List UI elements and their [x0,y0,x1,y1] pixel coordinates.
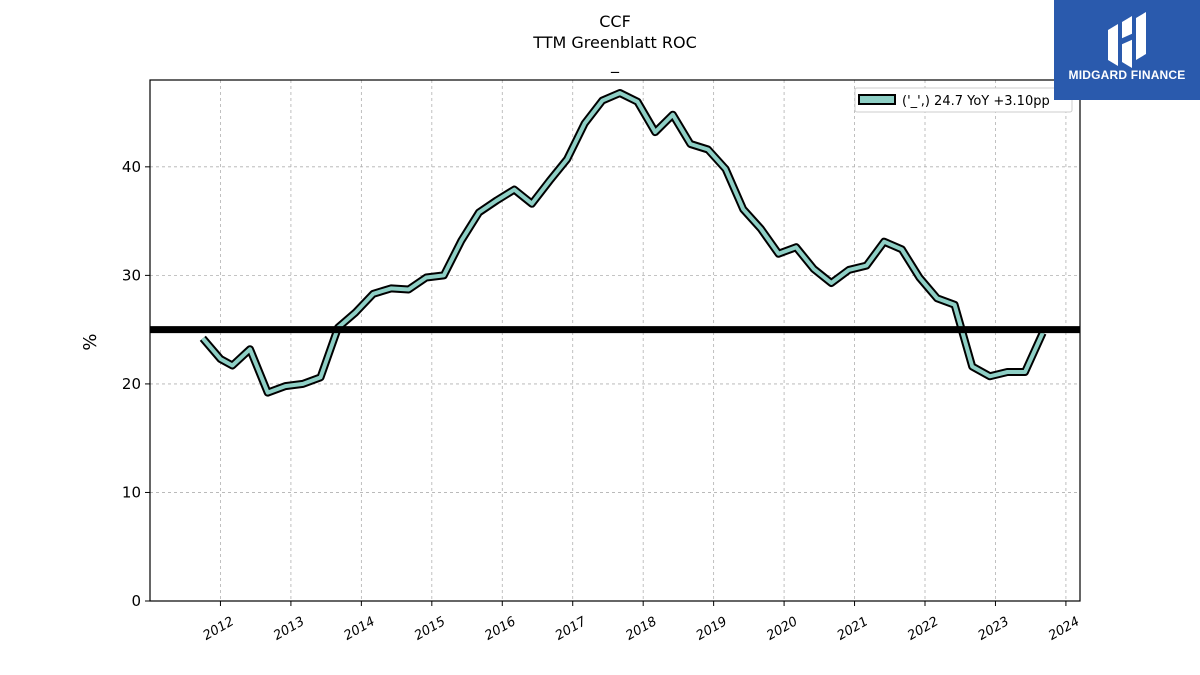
chart-title-line-1: CCF [599,12,631,31]
midgard-finance-logo: MIDGARD FINANCE [1054,0,1200,100]
legend: ('_',) 24.7 YoY +3.10pp [854,87,1073,113]
legend-label: ('_',) 24.7 YoY +3.10pp [902,94,1050,109]
chart-title-line-2: TTM Greenblatt ROC [532,33,697,52]
y-tick-label: 10 [122,483,141,501]
legend-box [854,87,1073,113]
x-tick-label: 2015 [412,614,448,644]
legend-swatch [858,94,896,105]
y-axis-label: % [80,333,101,350]
x-tick-label: 2018 [623,614,659,644]
x-tick-label: 2023 [976,614,1012,644]
series-line-outline [199,89,1047,397]
x-axis: 2012 2013 2014 2015 2016 2017 2018 2019 2020 2021… [201,601,1082,644]
x-tick-label: 2014 [342,614,378,644]
chart-title: CCF TTM Greenblatt ROC _ [532,12,697,74]
grid [150,80,1080,601]
y-tick-label: 20 [122,375,141,393]
plot-frame [149,79,1081,602]
x-tick-label: 2017 [553,614,590,644]
x-tick-label: 2024 [1046,614,1082,644]
x-tick-label: 2021 [835,614,871,644]
y-tick-label: 0 [131,592,141,610]
plot-area [150,89,1080,397]
x-tick-label: 2020 [764,614,800,644]
x-tick-label: 2019 [694,614,730,644]
logo-text: MIDGARD FINANCE [1068,68,1186,82]
x-tick-label: 2013 [271,614,307,644]
y-tick-label: 40 [122,158,141,176]
y-tick-label: 30 [122,266,141,284]
midgard-logo-icon [1108,12,1146,68]
x-tick-label: 2022 [905,614,941,644]
y-axis: 0 10 20 30 40 [122,158,150,610]
x-tick-label: 2012 [201,614,237,644]
x-tick-label: 2016 [482,614,518,644]
chart-title-line-3: _ [610,54,620,74]
